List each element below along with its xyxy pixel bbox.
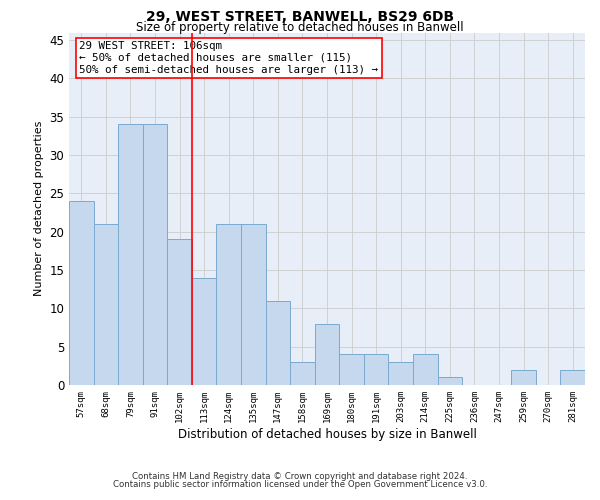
Text: Contains HM Land Registry data © Crown copyright and database right 2024.: Contains HM Land Registry data © Crown c…: [132, 472, 468, 481]
Text: 29 WEST STREET: 106sqm
← 50% of detached houses are smaller (115)
50% of semi-de: 29 WEST STREET: 106sqm ← 50% of detached…: [79, 42, 379, 74]
Bar: [94, 224, 118, 385]
Bar: [192, 278, 217, 385]
Bar: [266, 300, 290, 385]
X-axis label: Distribution of detached houses by size in Banwell: Distribution of detached houses by size …: [178, 428, 476, 440]
Bar: [241, 224, 266, 385]
Text: 29, WEST STREET, BANWELL, BS29 6DB: 29, WEST STREET, BANWELL, BS29 6DB: [146, 10, 454, 24]
Bar: [560, 370, 585, 385]
Bar: [511, 370, 536, 385]
Bar: [364, 354, 388, 385]
Bar: [315, 324, 339, 385]
Bar: [143, 124, 167, 385]
Text: Contains public sector information licensed under the Open Government Licence v3: Contains public sector information licen…: [113, 480, 487, 489]
Bar: [217, 224, 241, 385]
Bar: [388, 362, 413, 385]
Bar: [118, 124, 143, 385]
Bar: [69, 201, 94, 385]
Text: Size of property relative to detached houses in Banwell: Size of property relative to detached ho…: [136, 22, 464, 35]
Bar: [339, 354, 364, 385]
Bar: [290, 362, 315, 385]
Bar: [437, 378, 462, 385]
Bar: [167, 240, 192, 385]
Y-axis label: Number of detached properties: Number of detached properties: [34, 121, 44, 296]
Bar: [413, 354, 437, 385]
